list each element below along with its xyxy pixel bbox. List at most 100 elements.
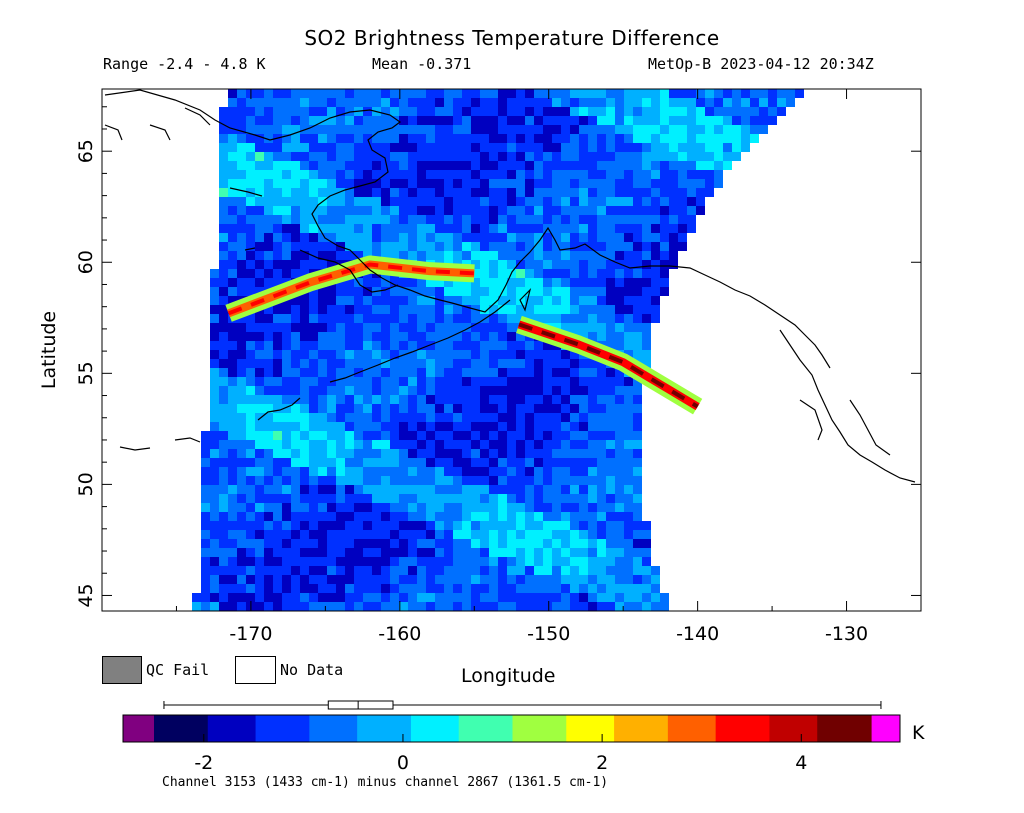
heatmap-cell bbox=[462, 296, 471, 305]
heatmap-cell bbox=[489, 440, 498, 449]
heatmap-cell bbox=[354, 494, 363, 503]
heatmap-cell bbox=[606, 161, 615, 170]
heatmap-cell bbox=[606, 89, 615, 98]
heatmap-cell bbox=[354, 125, 363, 134]
heatmap-cell bbox=[480, 539, 489, 548]
heatmap-cell bbox=[588, 278, 597, 287]
heatmap-cell bbox=[435, 314, 444, 323]
heatmap-cell bbox=[561, 566, 570, 575]
heatmap-cell bbox=[309, 404, 318, 413]
heatmap-cell bbox=[354, 539, 363, 548]
heatmap-cell bbox=[408, 161, 417, 170]
heatmap-cell bbox=[255, 377, 264, 386]
heatmap-cell bbox=[345, 332, 354, 341]
heatmap-cell bbox=[345, 296, 354, 305]
heatmap-cell bbox=[237, 368, 246, 377]
heatmap-cell bbox=[498, 152, 507, 161]
heatmap-cell bbox=[489, 89, 498, 98]
heatmap-cell bbox=[750, 134, 759, 143]
heatmap-cell bbox=[354, 197, 363, 206]
heatmap-cell bbox=[417, 359, 426, 368]
heatmap-cell bbox=[750, 116, 759, 125]
heatmap-cell bbox=[516, 98, 525, 107]
heatmap-cell bbox=[417, 395, 426, 404]
heatmap-cell bbox=[507, 251, 516, 260]
heatmap-cell bbox=[345, 395, 354, 404]
heatmap-cell bbox=[498, 575, 507, 584]
heatmap-cell bbox=[264, 575, 273, 584]
heatmap-cell bbox=[516, 305, 525, 314]
colorbar-segment bbox=[177, 715, 185, 742]
heatmap-cell bbox=[363, 233, 372, 242]
heatmap-cell bbox=[228, 197, 237, 206]
heatmap-cell bbox=[408, 602, 417, 611]
heatmap-cell bbox=[318, 179, 327, 188]
heatmap-cell bbox=[462, 359, 471, 368]
heatmap-cell bbox=[381, 458, 390, 467]
heatmap-cell bbox=[489, 278, 498, 287]
colorbar-segment bbox=[781, 715, 788, 742]
heatmap-cell bbox=[453, 602, 462, 611]
heatmap-cell bbox=[363, 467, 372, 476]
heatmap-cell bbox=[426, 179, 435, 188]
heatmap-cell bbox=[642, 278, 651, 287]
heatmap-cell bbox=[534, 350, 543, 359]
heatmap-cell bbox=[237, 395, 246, 404]
heatmap-cell bbox=[372, 566, 381, 575]
heatmap-cell bbox=[669, 188, 678, 197]
heatmap-cell bbox=[606, 224, 615, 233]
heatmap-cell bbox=[336, 584, 345, 593]
heatmap-cell bbox=[408, 251, 417, 260]
heatmap-cell bbox=[543, 242, 552, 251]
heatmap-cell bbox=[273, 152, 282, 161]
heatmap-cell bbox=[669, 161, 678, 170]
heatmap-cell bbox=[372, 350, 381, 359]
heatmap-cell bbox=[408, 377, 417, 386]
heatmap-cell bbox=[633, 377, 642, 386]
heatmap-cell bbox=[273, 548, 282, 557]
heatmap-cell bbox=[543, 278, 552, 287]
heatmap-cell bbox=[615, 170, 624, 179]
heatmap-cell bbox=[201, 458, 210, 467]
heatmap-cell bbox=[228, 386, 237, 395]
heatmap-cell bbox=[561, 602, 570, 611]
heatmap-cell bbox=[642, 341, 651, 350]
heatmap-cell bbox=[273, 575, 282, 584]
heatmap-cell bbox=[633, 467, 642, 476]
heatmap-cell bbox=[687, 197, 696, 206]
heatmap-cell bbox=[282, 377, 291, 386]
heatmap-cell bbox=[381, 395, 390, 404]
heatmap-cell bbox=[363, 485, 372, 494]
heatmap-cell bbox=[543, 197, 552, 206]
heatmap-cell bbox=[570, 179, 579, 188]
heatmap-cell bbox=[381, 359, 390, 368]
heatmap-cell bbox=[219, 458, 228, 467]
heatmap-cell bbox=[372, 431, 381, 440]
heatmap-cell bbox=[534, 278, 543, 287]
colorbar-segment bbox=[751, 715, 759, 742]
heatmap-cell bbox=[426, 188, 435, 197]
heatmap-cell bbox=[543, 422, 552, 431]
heatmap-cell bbox=[570, 206, 579, 215]
heatmap-cell bbox=[309, 386, 318, 395]
heatmap-cell bbox=[489, 143, 498, 152]
heatmap-cell bbox=[273, 431, 282, 440]
heatmap-cell bbox=[651, 314, 660, 323]
heatmap-cell bbox=[219, 413, 228, 422]
heatmap-cell bbox=[597, 566, 606, 575]
colorbar-segment bbox=[685, 715, 693, 742]
heatmap-cell bbox=[399, 530, 408, 539]
heatmap-cell bbox=[282, 242, 291, 251]
heatmap-cell bbox=[219, 197, 228, 206]
heatmap-cell bbox=[561, 512, 570, 521]
heatmap-cell bbox=[237, 170, 246, 179]
heatmap-cell bbox=[624, 305, 633, 314]
heatmap-cell bbox=[579, 440, 588, 449]
heatmap-cell bbox=[570, 350, 579, 359]
colorbar-segment bbox=[506, 715, 514, 742]
heatmap-cell bbox=[570, 440, 579, 449]
heatmap-cell bbox=[309, 134, 318, 143]
colorbar-unit: K bbox=[912, 722, 925, 744]
heatmap-cell bbox=[642, 359, 651, 368]
heatmap-cell bbox=[273, 323, 282, 332]
